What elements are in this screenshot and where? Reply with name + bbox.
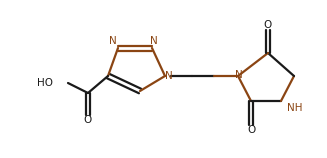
Text: HO: HO (37, 78, 53, 88)
Text: N: N (235, 70, 243, 80)
Text: O: O (84, 115, 92, 125)
Text: N: N (150, 36, 158, 46)
Text: NH: NH (287, 103, 303, 113)
Text: O: O (247, 125, 255, 135)
Text: N: N (165, 71, 173, 81)
Text: N: N (109, 36, 117, 46)
Text: O: O (264, 20, 272, 30)
